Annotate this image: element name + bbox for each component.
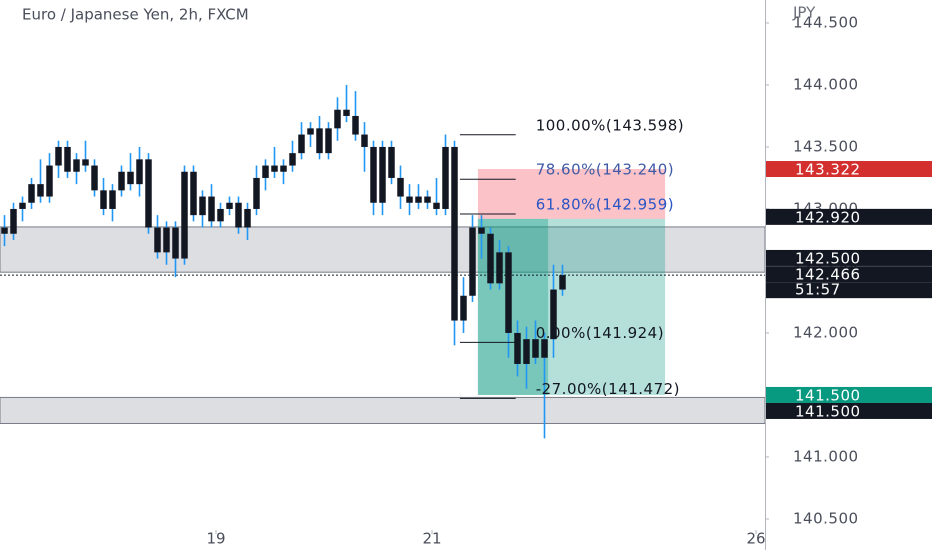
candle-body	[559, 275, 566, 290]
axes: 140.500141.000141.500142.000142.500143.0…	[206, 13, 932, 548]
y-tick-label: 143.500	[793, 137, 859, 155]
stop-area	[477, 169, 666, 219]
fib-label: 0.00%(141.924)	[536, 324, 664, 342]
price-label-box	[766, 161, 932, 178]
y-tick-label: 141.000	[793, 447, 859, 465]
fib-label: 61.80%(142.959)	[536, 196, 674, 214]
candle-body	[505, 252, 512, 333]
candle-body	[460, 295, 467, 321]
candle-body	[316, 128, 323, 154]
fib-label: 78.60%(143.240)	[536, 161, 674, 179]
countdown-box	[766, 282, 932, 299]
y-tick-label: 144.000	[793, 75, 859, 93]
candle-body	[352, 115, 359, 135]
candle-body	[496, 252, 503, 284]
price-label-box	[766, 386, 932, 403]
zone	[0, 226, 765, 273]
candle-body	[226, 202, 233, 209]
candle-body	[469, 227, 476, 296]
candle-body	[478, 227, 485, 234]
countdown: 51:57	[795, 281, 841, 299]
candle-body	[235, 202, 242, 228]
candle-body	[100, 190, 107, 209]
candle-body	[118, 171, 125, 191]
candle-body	[298, 134, 305, 154]
candle-body	[244, 208, 251, 228]
candle-body	[388, 146, 395, 178]
candle-body	[154, 227, 161, 253]
candle-body	[217, 208, 224, 222]
candle-body	[109, 190, 116, 209]
candle-body	[523, 339, 530, 364]
price-label-box	[766, 208, 932, 225]
candle-body	[82, 159, 89, 166]
candle-body	[550, 289, 557, 340]
fib-label: 100.00%(143.598)	[536, 116, 684, 134]
price-label-box	[766, 402, 932, 419]
price-label-box	[766, 266, 932, 283]
candle-body	[343, 109, 350, 116]
candle-body	[415, 196, 422, 203]
candle-body	[127, 171, 134, 185]
x-tick-label: 21	[422, 530, 441, 548]
candle-body	[487, 233, 494, 284]
candle-body	[199, 196, 206, 216]
candle-body	[46, 165, 53, 197]
y-tick-label: 144.500	[793, 13, 859, 31]
price-label-box	[766, 249, 932, 266]
candle-body	[136, 159, 143, 185]
candle-body	[433, 202, 440, 209]
candle-body	[163, 227, 170, 253]
candle-body	[172, 227, 179, 259]
price-label: 143.322	[795, 161, 861, 179]
candle-body	[334, 109, 341, 129]
candle-body	[307, 128, 314, 135]
candle-body	[19, 202, 26, 209]
y-tick-label: 142.000	[793, 323, 859, 341]
candle-body	[424, 196, 431, 203]
candle-body	[55, 146, 62, 166]
candle-body	[1, 227, 8, 234]
chart-title: Euro / Japanese Yen, 2h, FXCM	[22, 6, 249, 24]
candle-body	[181, 171, 188, 259]
fib-label: -27.00%(141.472)	[536, 380, 680, 398]
candle-body	[397, 177, 404, 197]
price-label: 142.500	[795, 249, 861, 267]
price-label: 141.500	[795, 386, 861, 404]
candle-body	[451, 146, 458, 321]
x-tick-label: 19	[206, 530, 225, 548]
candle-body	[262, 165, 269, 178]
candle-body	[37, 184, 44, 197]
x-tick-label: 26	[746, 530, 765, 548]
y-tick-label: 140.500	[793, 509, 859, 527]
candle-body	[64, 146, 71, 172]
candle-body	[253, 177, 260, 209]
price-label: 142.466	[795, 266, 861, 284]
candle-body	[325, 128, 332, 154]
candle-body	[73, 159, 80, 172]
price-label: 142.920	[795, 208, 861, 226]
candle-body	[361, 134, 368, 147]
candle-body	[514, 332, 521, 364]
candle-body	[10, 208, 17, 234]
candle-body	[271, 165, 278, 172]
candle-body	[379, 146, 386, 203]
plot-area: 100.00%(143.598) 78.60%(143.240) 61.80%(14…	[0, 84, 765, 439]
candle-body	[406, 196, 413, 203]
candle-body	[442, 146, 449, 209]
candle-body	[190, 171, 197, 216]
candle-body	[208, 196, 215, 222]
candle-body	[541, 339, 548, 358]
zone	[0, 396, 765, 424]
candle-body	[289, 153, 296, 166]
candle-body	[370, 146, 377, 203]
candle-body	[280, 165, 287, 172]
price-label: 141.500	[795, 402, 861, 420]
currency-label: JPY	[792, 4, 816, 22]
candle-body	[532, 339, 539, 358]
candle-body	[91, 165, 98, 191]
candle-body	[145, 159, 152, 228]
candle-body	[28, 184, 35, 203]
